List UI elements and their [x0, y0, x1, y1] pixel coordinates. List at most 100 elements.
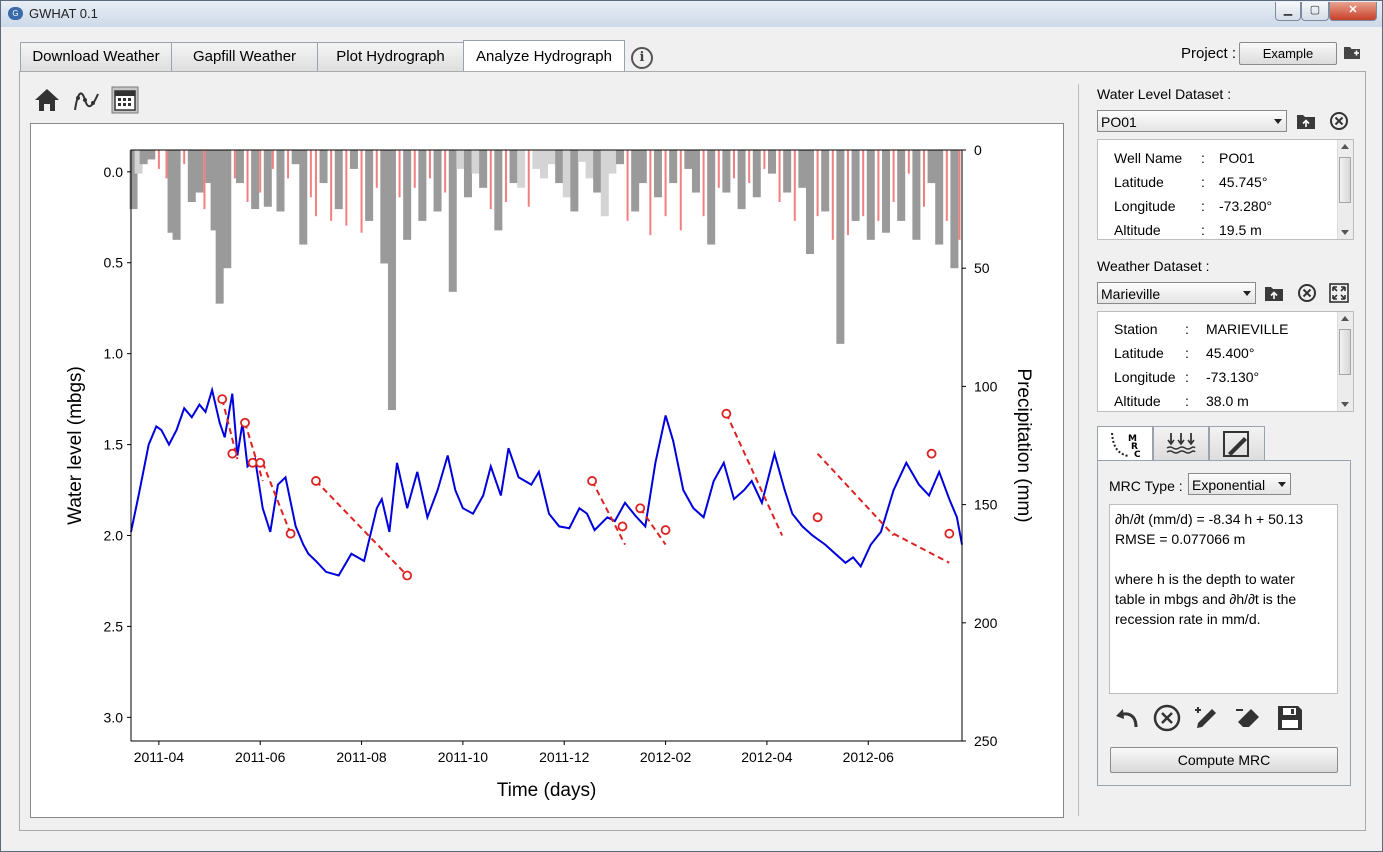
result-line: where h is the depth to water	[1115, 571, 1295, 587]
folder-open-icon[interactable]	[1264, 283, 1284, 303]
mrc-type-combo[interactable]: Exponential	[1188, 473, 1291, 495]
compute-mrc-button[interactable]: Compute MRC	[1110, 747, 1338, 773]
mrc-point	[812, 512, 823, 523]
precip-bar	[684, 150, 693, 169]
precip-bar	[831, 150, 834, 240]
precip-bar	[585, 150, 594, 179]
water-level-dataset-combo[interactable]: PO01	[1097, 110, 1287, 132]
precip-bar	[489, 150, 492, 210]
precip-bar	[349, 150, 358, 169]
curve-points-icon[interactable]	[72, 86, 100, 114]
result-line	[1115, 549, 1332, 569]
precip-bar	[912, 150, 921, 240]
tab-analyze-hydrograph[interactable]: Analyze Hydrograph	[463, 40, 625, 72]
precip-bar	[669, 150, 678, 184]
home-icon[interactable]	[33, 86, 61, 114]
precip-bar	[471, 150, 480, 174]
water-level-line	[130, 386, 963, 577]
folder-open-icon[interactable]	[1296, 111, 1316, 131]
precip-bar	[793, 150, 796, 221]
minimize-button[interactable]: ▁	[1275, 2, 1301, 21]
app-icon: G	[8, 7, 23, 20]
mrc-point	[217, 394, 228, 405]
y-tick-label: 2.0	[104, 528, 124, 544]
precip-bar	[448, 150, 457, 292]
tab-gapfill-weather[interactable]: Gapfill Weather	[171, 42, 318, 72]
expand-icon[interactable]	[1329, 283, 1349, 303]
precip-bar	[866, 150, 875, 240]
water-level-dataset-value: PO01	[1101, 114, 1137, 130]
x-tick-label: 2012-06	[843, 749, 895, 765]
precip-bar	[456, 150, 465, 169]
precip-bar	[532, 150, 541, 169]
mrc-point	[587, 476, 598, 486]
mrc-segment	[816, 453, 895, 537]
mrc-type-value: Exponential	[1192, 477, 1266, 493]
y-tick-label: 3.0	[104, 709, 124, 725]
precip-bar	[626, 150, 629, 221]
precip-bar	[631, 150, 640, 212]
weather-info-box: Station: MARIEVILLE Latitude:45.400° Long…	[1097, 311, 1354, 412]
scrollbar[interactable]	[1337, 140, 1353, 239]
precip-bar	[380, 150, 389, 264]
precip-bar	[223, 150, 232, 269]
eraser-icon[interactable]	[1233, 703, 1263, 733]
close-circle-icon[interactable]	[1329, 111, 1349, 131]
precip-bar	[846, 150, 849, 236]
tab-plot-hydrograph[interactable]: Plot Hydrograph	[317, 42, 464, 72]
tab-mrc[interactable]: M R C	[1097, 426, 1153, 463]
y-tick-label: 1.5	[104, 437, 124, 453]
precip-bar	[653, 150, 662, 198]
precip-bar	[233, 150, 236, 179]
y2-tick-label: 0	[974, 142, 982, 158]
calendar-icon[interactable]	[111, 86, 139, 114]
mrc-segment	[725, 413, 784, 536]
info-icon[interactable]: i	[631, 47, 653, 69]
precip-bar	[345, 150, 348, 226]
svg-text:C: C	[1134, 450, 1141, 460]
hydrograph-chart[interactable]: 0.0 0.5 1.0 1.5 2.0 2.5 3.0 0 50 100 150 200 250 2011…	[31, 124, 1063, 817]
x-axis-label: Time (days)	[497, 780, 597, 801]
precip-bar	[907, 150, 910, 174]
precip-bar	[600, 150, 609, 217]
y2-tick-label: 150	[974, 497, 998, 513]
close-window-button[interactable]: ✕	[1329, 2, 1377, 21]
precip-bar	[398, 150, 401, 198]
maximize-button[interactable]: ▢	[1301, 2, 1329, 21]
tab-recharge[interactable]	[1153, 426, 1209, 462]
precip-bar	[479, 150, 488, 188]
precip-bar	[649, 150, 652, 236]
mrc-point	[926, 448, 937, 459]
weather-dataset-combo[interactable]: Marieville	[1097, 282, 1256, 304]
precip-bar	[271, 150, 274, 169]
pencil-icon[interactable]	[1192, 703, 1222, 733]
edit-chart-icon	[1223, 431, 1249, 457]
precip-bar	[444, 150, 447, 193]
precip-bar	[752, 150, 761, 198]
precip-bar	[732, 150, 735, 179]
undo-icon[interactable]	[1112, 703, 1142, 733]
precip-bar	[263, 150, 272, 207]
tab-editor[interactable]	[1209, 426, 1265, 462]
tab-download-weather[interactable]: Download Weather	[20, 42, 172, 72]
project-label: Project :	[1181, 45, 1237, 62]
mrc-segment	[261, 462, 292, 535]
title-bar: G GWHAT 0.1 ▁ ▢ ✕	[1, 1, 1382, 27]
precip-bar	[205, 150, 214, 184]
precip-bar	[251, 150, 260, 210]
precip-bar	[309, 150, 312, 198]
y-axis-label: Water level (mbgs)	[65, 366, 86, 525]
project-button[interactable]: Example	[1239, 42, 1337, 65]
svg-text:M: M	[1128, 434, 1137, 444]
precip-bar	[958, 150, 961, 240]
save-icon[interactable]	[1275, 703, 1305, 733]
close-circle-icon[interactable]	[1152, 703, 1182, 733]
hydrograph-plot[interactable]: 0.0 0.5 1.0 1.5 2.0 2.5 3.0 0 50 100 150 200 250 2011…	[30, 123, 1064, 818]
precip-bar	[892, 150, 895, 203]
scrollbar[interactable]	[1337, 312, 1353, 411]
y-tick-label: 2.5	[104, 618, 124, 634]
close-circle-icon[interactable]	[1297, 283, 1317, 303]
new-project-folder-icon[interactable]	[1343, 44, 1361, 60]
precip-bar	[129, 150, 138, 210]
